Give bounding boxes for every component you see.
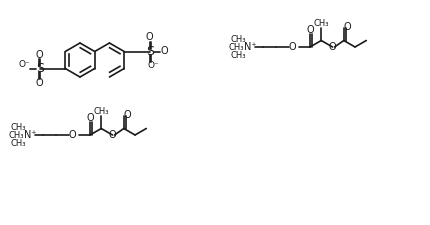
Text: O: O: [36, 77, 43, 88]
Text: O: O: [343, 22, 351, 32]
Text: O: O: [108, 130, 116, 140]
Text: O: O: [124, 110, 131, 121]
Text: CH₃: CH₃: [230, 34, 245, 43]
Text: S: S: [36, 62, 44, 75]
Text: O: O: [36, 50, 43, 59]
Text: S: S: [145, 45, 154, 58]
Text: CH₃: CH₃: [10, 139, 26, 148]
Text: CH₃: CH₃: [313, 19, 328, 28]
Text: O: O: [288, 42, 295, 52]
Text: CH₃: CH₃: [8, 130, 24, 140]
Text: CH₃: CH₃: [230, 50, 245, 59]
Text: O: O: [160, 47, 168, 56]
Text: CH₃: CH₃: [10, 122, 26, 131]
Text: O: O: [68, 130, 76, 140]
Text: N⁺: N⁺: [243, 42, 256, 52]
Text: O: O: [305, 25, 313, 35]
Text: CH₃: CH₃: [228, 43, 243, 52]
Text: CH₃: CH₃: [93, 107, 109, 116]
Text: O: O: [145, 32, 153, 43]
Text: N⁺: N⁺: [24, 130, 36, 140]
Text: O: O: [86, 113, 94, 123]
Text: O: O: [328, 42, 335, 52]
Text: O⁻: O⁻: [147, 61, 159, 70]
Text: O⁻: O⁻: [19, 60, 31, 69]
